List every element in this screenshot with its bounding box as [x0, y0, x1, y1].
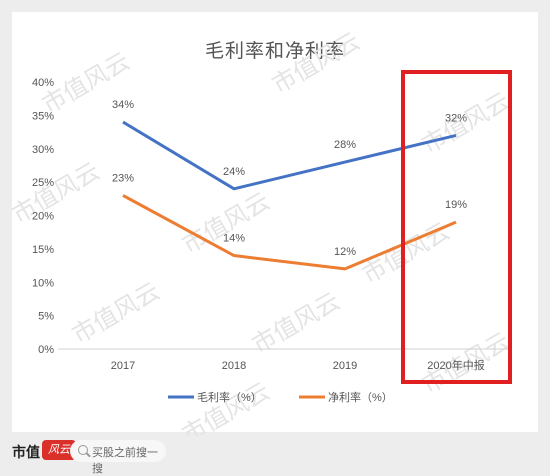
y-tick-label-8: 40%	[32, 77, 54, 89]
series-layer	[122, 120, 457, 271]
data-label-0-0: 34%	[112, 99, 134, 111]
data-label-layer: 34% 24% 28% 32% 23% 14% 12% 19%	[112, 99, 467, 258]
watermark-text-7: 市值风云	[247, 287, 344, 359]
footer-bar: 市值 风云 买股之前搜一搜	[0, 436, 550, 475]
data-label-0-2: 28%	[334, 139, 356, 151]
brand-logo-text: 市值	[12, 445, 40, 461]
search-icon	[78, 445, 88, 455]
legend: 毛利率（%） 净利率（%）	[168, 390, 393, 404]
search-box[interactable]: 买股之前搜一搜	[70, 440, 166, 475]
series-line-1	[122, 194, 457, 271]
x-tick-label-0: 2017	[111, 360, 135, 372]
x-tick-label-1: 2018	[222, 360, 246, 372]
watermark-text-4: 市值风云	[177, 187, 274, 259]
y-tick-label-6: 30%	[32, 144, 54, 156]
data-label-1-0: 23%	[112, 172, 134, 184]
y-tick-label-2: 10%	[32, 277, 54, 289]
chart-title: 毛利率和净利率	[204, 41, 345, 62]
y-tick-label-3: 15%	[32, 244, 54, 256]
legend-label-1: 净利率（%）	[328, 390, 393, 404]
data-label-1-1: 14%	[223, 233, 245, 245]
data-label-1-2: 12%	[334, 246, 356, 258]
brand-logo-mark: 风云	[42, 440, 76, 460]
highlight-box	[401, 70, 512, 384]
search-placeholder: 买股之前搜一搜	[92, 446, 158, 475]
data-label-1-3: 19%	[445, 199, 467, 211]
x-tick-label-3: 2020年中报	[427, 358, 484, 372]
y-tick-label-4: 20%	[32, 211, 54, 223]
data-label-0-3: 32%	[445, 112, 467, 124]
y-tick-label-7: 35%	[32, 110, 54, 122]
watermark-text-1: 市值风云	[267, 27, 364, 99]
legend-label-0: 毛利率（%）	[197, 390, 262, 404]
y-tick-label-5: 25%	[32, 177, 54, 189]
axis-layer: 0% 5% 10% 15% 20% 25% 30% 35% 40% 2017 2018 2019 202…	[32, 77, 510, 372]
watermark-text-3: 市值风云	[7, 157, 104, 229]
chart-card	[12, 12, 538, 432]
watermark-text-6: 市值风云	[67, 277, 164, 349]
y-tick-label-0: 0%	[38, 344, 54, 356]
x-tick-label-2: 2019	[333, 360, 357, 372]
series-line-0	[122, 120, 457, 191]
data-label-0-1: 24%	[223, 166, 245, 178]
watermark-text-9: 市值风云	[177, 377, 274, 436]
y-tick-label-1: 5%	[38, 311, 54, 323]
